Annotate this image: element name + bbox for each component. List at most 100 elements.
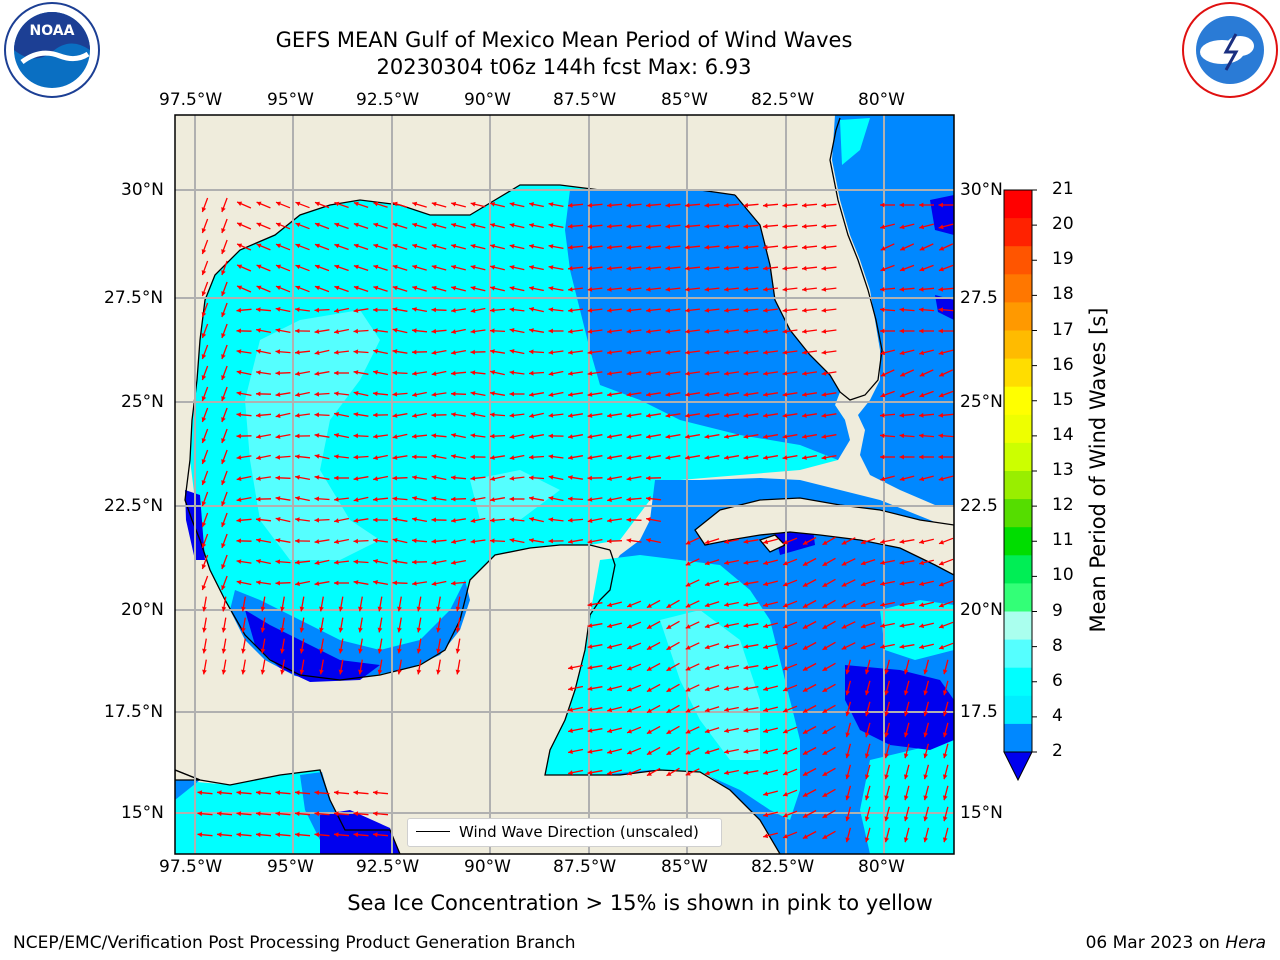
wind-arrow-head xyxy=(919,602,925,608)
wind-arrow-head xyxy=(919,350,925,356)
wind-arrow-head xyxy=(412,201,418,207)
wind-arrow-head xyxy=(436,606,441,612)
lon-tick-bottom: 90°W xyxy=(464,857,511,877)
wind-arrow-head xyxy=(763,833,769,839)
wind-arrow-head xyxy=(275,307,281,312)
wind-arrow-head xyxy=(431,560,437,565)
wind-arrow-head xyxy=(392,222,398,228)
wind-arrow-head xyxy=(880,350,886,356)
wind-arrow-head xyxy=(666,729,672,734)
wind-arrow-head xyxy=(942,711,948,717)
wind-arrow-head xyxy=(236,497,242,502)
wind-arrow-head xyxy=(821,413,827,418)
wind-arrow-head xyxy=(666,687,672,692)
wind-arrow-head xyxy=(529,349,534,355)
wind-arrow-head xyxy=(451,370,456,376)
wind-arrow-head xyxy=(201,585,207,590)
wind-arrow-head xyxy=(392,434,398,439)
wind-arrow-head xyxy=(275,475,280,481)
wind-arrow-head xyxy=(201,417,207,422)
wind-arrow-head xyxy=(470,222,476,228)
wind-arrow-head xyxy=(626,287,632,292)
wind-arrow-head xyxy=(397,669,402,675)
wind-arrow-head xyxy=(919,560,925,566)
colorbar-segment xyxy=(1004,190,1032,219)
lon-tick-top: 82.5°W xyxy=(751,90,815,110)
wind-arrow-head xyxy=(334,222,340,228)
wind-arrow-head xyxy=(903,837,909,843)
wind-arrow-head xyxy=(334,580,339,586)
wind-arrow-head xyxy=(412,285,418,291)
wind-arrow-head xyxy=(490,391,495,396)
wind-arrow-head xyxy=(864,669,870,675)
wind-arrow-head xyxy=(275,811,281,817)
wind-arrow-head xyxy=(509,538,515,543)
wind-arrow-head xyxy=(568,223,573,229)
wind-arrow-head xyxy=(939,623,944,629)
lon-tick-bottom: 87.5°W xyxy=(553,857,617,877)
wind-arrow-head xyxy=(275,392,281,397)
wind-arrow-head xyxy=(334,350,339,355)
wind-arrow-head xyxy=(353,811,359,817)
wind-arrow-head xyxy=(412,307,417,312)
wind-arrow-head xyxy=(295,832,300,838)
wind-arrow-head xyxy=(923,795,928,801)
wind-arrow-head xyxy=(782,202,788,208)
wind-arrow-head xyxy=(392,328,398,333)
wind-arrow-head xyxy=(529,286,534,291)
wind-arrow-head xyxy=(626,308,632,313)
wind-arrow-head xyxy=(470,243,476,249)
wind-arrow-head xyxy=(431,433,437,439)
wind-arrow-head xyxy=(763,455,768,460)
wind-arrow-head xyxy=(295,517,300,522)
wind-arrow-head xyxy=(412,349,417,355)
wind-arrow-head xyxy=(646,202,651,208)
lon-tick-bottom: 95°W xyxy=(267,857,314,877)
wind-arrow-head xyxy=(451,308,456,313)
wind-arrow-head xyxy=(646,624,652,629)
wind-arrow-head xyxy=(880,581,885,586)
wind-arrow-head xyxy=(358,606,363,612)
wind-arrow-head xyxy=(392,370,397,376)
wind-arrow-head xyxy=(884,753,889,759)
wind-arrow-head xyxy=(704,244,710,250)
wind-arrow-head xyxy=(295,560,300,565)
wind-arrow-head xyxy=(919,266,925,272)
wind-arrow-head xyxy=(490,328,495,334)
wind-arrow-head xyxy=(314,329,320,334)
wind-arrow-head xyxy=(509,476,515,481)
lat-tick-right: 17.5 xyxy=(960,702,998,722)
wind-arrow-head xyxy=(626,202,632,208)
wind-arrow-head xyxy=(529,475,534,481)
wind-arrow-head xyxy=(802,561,808,566)
wind-arrow-head xyxy=(763,749,769,755)
wind-arrow-head xyxy=(221,585,226,590)
wind-arrow-head xyxy=(841,624,847,629)
wind-arrow-head xyxy=(724,644,729,649)
wind-arrow-head xyxy=(923,690,928,696)
wind-arrow-head xyxy=(548,413,554,418)
wind-arrow-head xyxy=(646,223,651,229)
wind-arrow-head xyxy=(314,307,319,313)
wind-arrow-head xyxy=(412,222,418,228)
eastern-gulf-blue xyxy=(565,190,850,460)
colorbar-segment xyxy=(1004,639,1032,669)
wind-arrow-head xyxy=(295,222,301,228)
wind-arrow-head xyxy=(845,711,850,717)
wind-arrow-head xyxy=(373,580,378,585)
wind-arrow-head xyxy=(221,501,226,506)
wind-arrow-head xyxy=(509,286,515,291)
wind-arrow-head xyxy=(241,606,246,612)
wind-arrow-head xyxy=(626,244,632,250)
lat-tick-left: 22.5°N xyxy=(104,496,164,516)
wind-arrow-head xyxy=(923,816,928,822)
wind-arrow-head xyxy=(548,265,554,270)
wind-arrow-head xyxy=(821,202,827,208)
wind-arrow-head xyxy=(607,287,612,292)
wind-arrow-head xyxy=(568,308,573,313)
wind-arrow-head xyxy=(724,539,729,544)
wind-arrow-head xyxy=(451,201,457,207)
wind-arrow-head xyxy=(314,350,320,355)
wind-arrow-head xyxy=(490,476,495,481)
wind-arrow-head xyxy=(490,307,495,313)
